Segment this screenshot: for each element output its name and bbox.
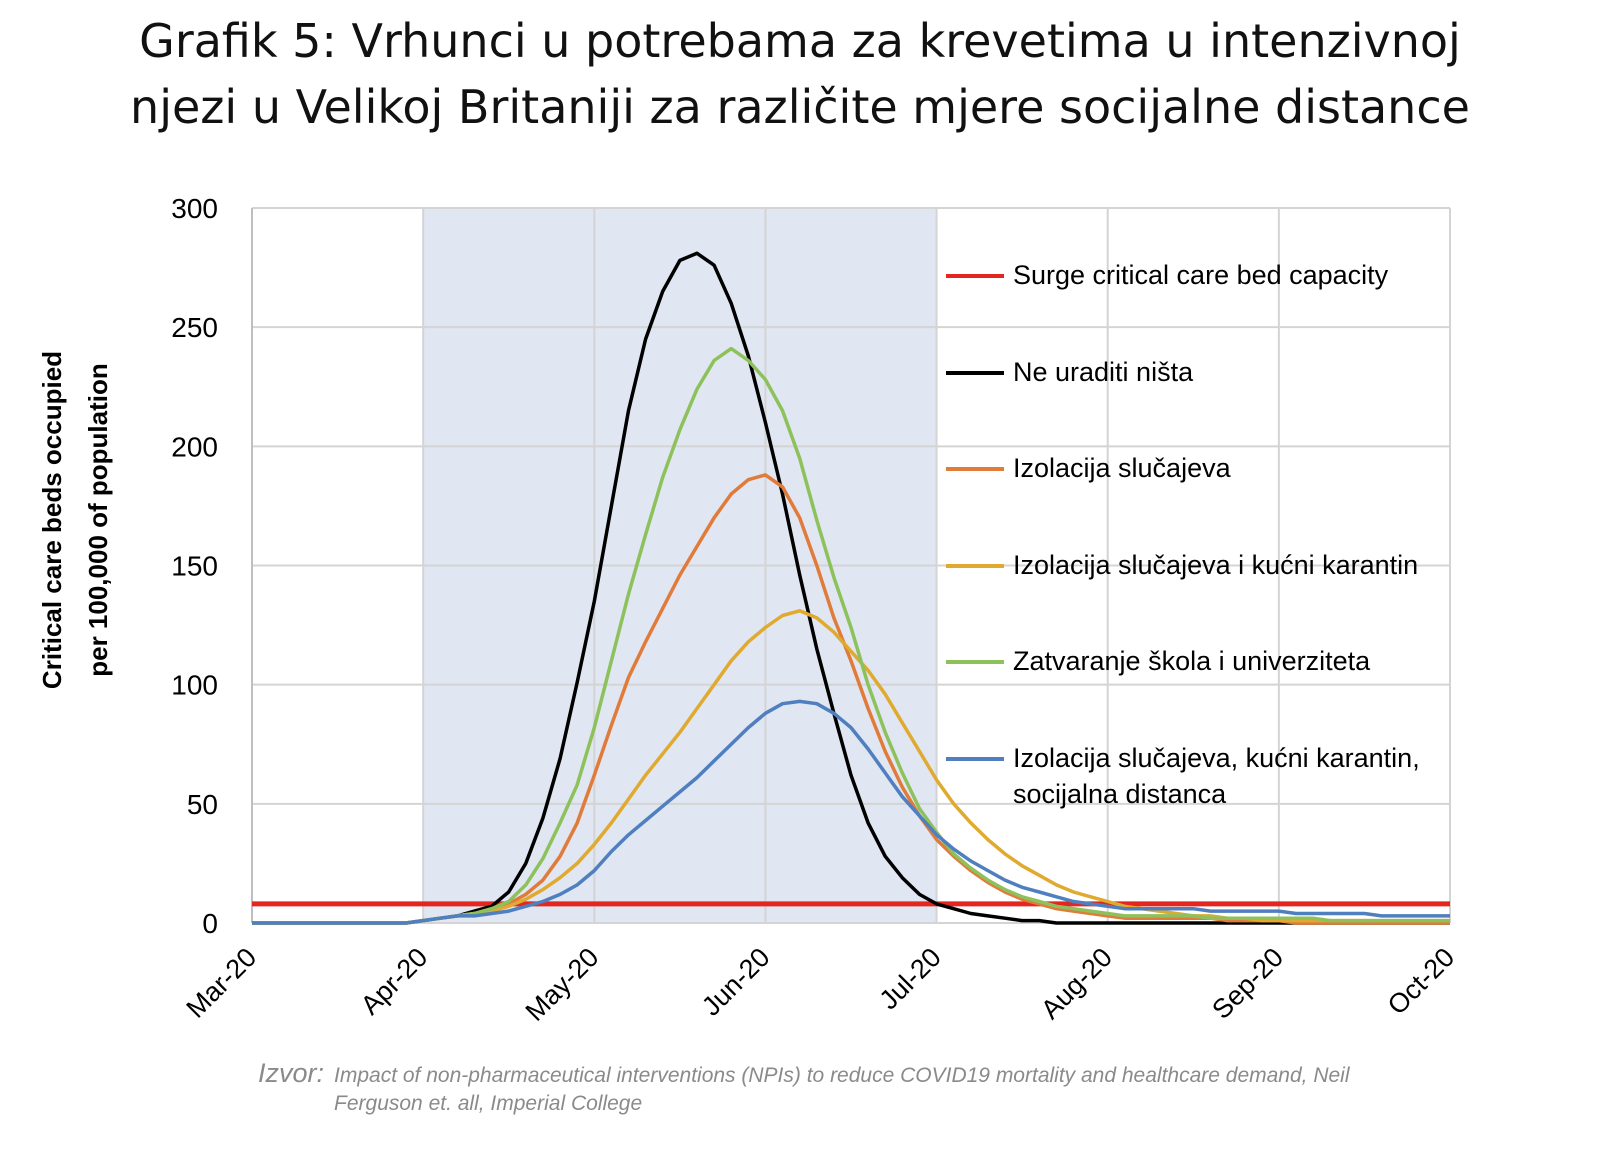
chart-title: njezi u Velikoj Britaniji za različite m… xyxy=(130,80,1470,134)
x-tick-label: Sep-20 xyxy=(1206,942,1289,1025)
legend-label: Zatvaranje škola i univerziteta xyxy=(1013,646,1371,676)
legend-item: Izolacija slučajeva xyxy=(946,450,1453,486)
y-tick-label: 300 xyxy=(171,193,218,224)
y-tick-label: 50 xyxy=(187,789,218,820)
y-tick-label: 150 xyxy=(171,551,218,582)
legend-label: Surge critical care bed capacity xyxy=(1013,260,1389,290)
legend-swatch xyxy=(946,370,1004,375)
source-text: Impact of non-pharmaceutical interventio… xyxy=(334,1064,1350,1115)
y-axis-label-line: Critical care beds occupied xyxy=(37,350,67,690)
legend-swatch xyxy=(946,274,1004,278)
y-tick-label: 250 xyxy=(171,312,218,343)
y-axis-label: Critical care beds occupied per 100,000 … xyxy=(29,270,121,770)
legend-label: Izolacija slučajeva xyxy=(1013,453,1231,483)
legend-label: Izolacija slučajeva, kućni karantin, soc… xyxy=(1013,742,1420,809)
legend-label: Izolacija slučajeva i kućni karantin xyxy=(1013,549,1419,580)
x-tick-label: Jul-20 xyxy=(874,942,947,1015)
x-tick-label: Aug-20 xyxy=(1035,942,1118,1025)
source: Izvor: Impact of non-pharmaceutical inte… xyxy=(258,1058,1444,1118)
legend-item: Zatvaranje škola i univerziteta xyxy=(946,643,1453,679)
x-tick-label: Apr-20 xyxy=(355,942,434,1021)
x-tick-label: Oct-20 xyxy=(1382,942,1461,1021)
x-tick-label: Jun-20 xyxy=(696,942,776,1022)
y-tick-label: 100 xyxy=(171,670,218,701)
legend-swatch xyxy=(946,467,1004,471)
legend-swatch xyxy=(946,660,1004,664)
y-tick-label: 200 xyxy=(171,431,218,462)
source-label: Izvor: xyxy=(258,1058,325,1088)
x-tick-label: May-20 xyxy=(520,942,605,1027)
series-line xyxy=(252,699,1450,925)
chart-title: Grafik 5: Vrhunci u potrebama za kreveti… xyxy=(139,14,1461,68)
x-tick-label: Mar-20 xyxy=(181,942,263,1024)
legend-label: Ne uraditi ništa xyxy=(1013,356,1194,387)
y-axis-label-line: per 100,000 of population xyxy=(83,363,113,677)
legend-item: Ne uraditi ništa xyxy=(946,354,1453,390)
y-tick-label: 0 xyxy=(202,908,218,939)
legend-item: Izolacija slučajeva i kućni karantin xyxy=(946,547,1453,583)
legend-swatch xyxy=(946,563,1004,568)
legend-item: Surge critical care bed capacity xyxy=(946,257,1453,293)
legend-swatch xyxy=(946,756,1004,761)
legend-item: Izolacija slučajeva, kućni karantin, soc… xyxy=(946,740,1453,812)
